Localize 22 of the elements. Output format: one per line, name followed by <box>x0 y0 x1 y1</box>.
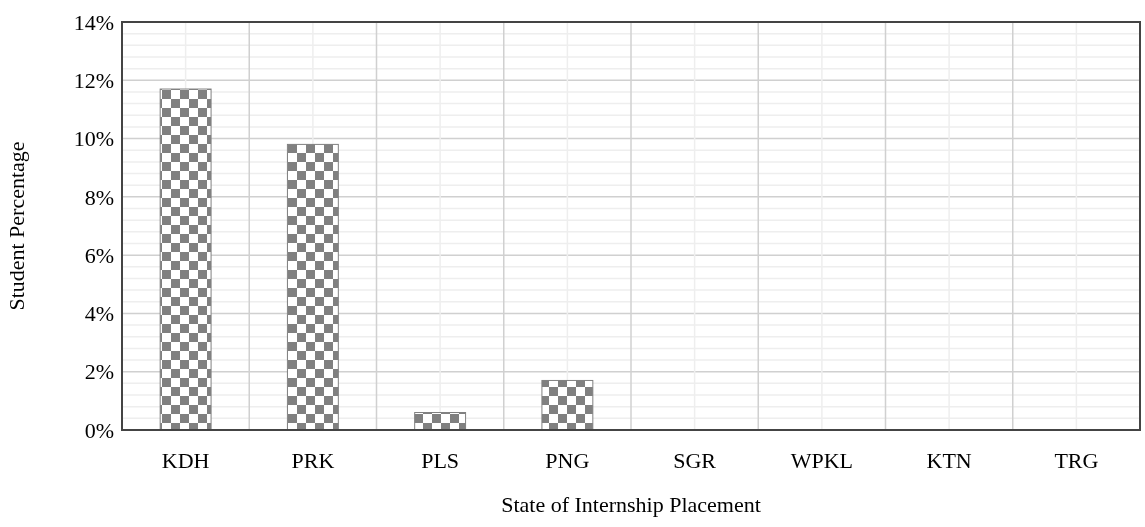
x-tick-label: KDH <box>161 448 210 473</box>
y-tick-label: 12% <box>73 67 114 93</box>
y-tick-label: 6% <box>84 242 114 268</box>
y-tick-label: 2% <box>84 359 114 385</box>
y-tick-label: 8% <box>84 184 114 210</box>
bar <box>541 379 594 431</box>
y-tick-label: 0% <box>84 417 114 443</box>
y-axis-title: Student Percentage <box>4 141 29 311</box>
y-tick-label: 4% <box>84 301 114 327</box>
x-tick-label: PLS <box>421 448 460 473</box>
x-tick-label: KTN <box>926 448 972 473</box>
y-tick-label: 10% <box>73 126 114 152</box>
bar <box>286 143 339 431</box>
bar <box>159 88 212 431</box>
x-tick-label: PNG <box>545 448 590 473</box>
x-tick-label: PRK <box>291 448 335 473</box>
x-tick-label: SGR <box>673 448 717 473</box>
y-tick-label: 14% <box>73 9 114 35</box>
x-tick-label: WPKL <box>790 448 854 473</box>
x-axis-title: State of Internship Placement <box>501 492 761 517</box>
x-tick-label: TRG <box>1054 448 1099 473</box>
bar <box>414 412 467 431</box>
